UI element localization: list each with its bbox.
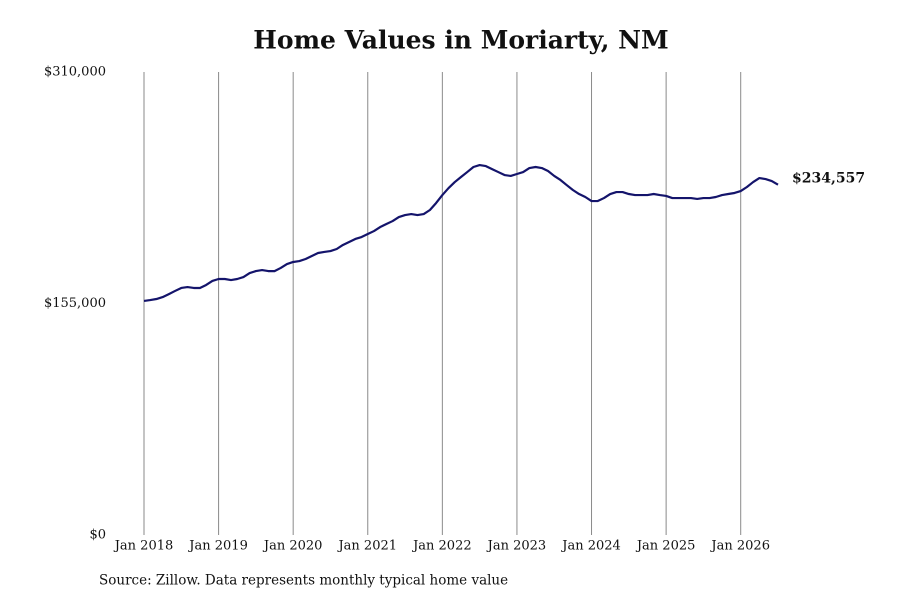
chart-title: Home Values in Moriarty, NM [253,26,668,55]
y-tick-label: $0 [89,528,106,543]
x-tick-label: Jan 2020 [262,539,323,554]
y-tick-label: $310,000 [44,65,106,80]
line [143,163,779,303]
x-tick-label: Jan 2026 [709,539,770,554]
x-tick-label: Jan 2018 [113,539,174,554]
source-note: Source: Zillow. Data represents monthly … [99,573,508,589]
x-tick-label: Jan 2019 [187,539,248,554]
x-tick-label: Jan 2023 [486,539,547,554]
end-value-label: $234,557 [792,171,865,187]
x-tick-label: Jan 2024 [560,539,621,554]
x-tick-label: Jan 2022 [411,539,472,554]
x-tick-label: Jan 2021 [336,539,397,554]
x-tick-label: Jan 2025 [635,539,696,554]
y-tick-label: $155,000 [44,296,106,311]
